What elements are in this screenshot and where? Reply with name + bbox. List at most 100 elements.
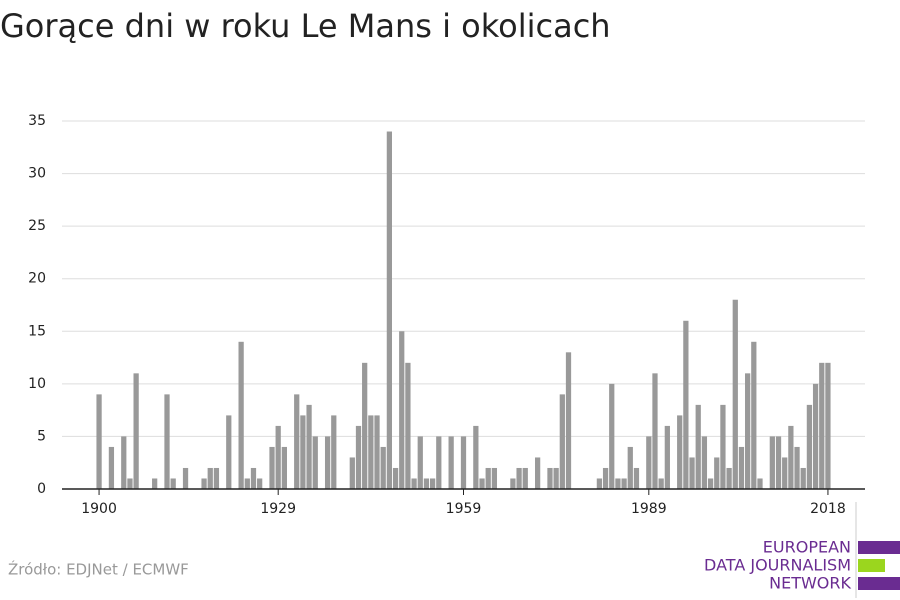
bar [152,478,158,489]
bar [133,373,139,489]
source: Źródło: EDJNet / ECMWF [8,560,189,579]
bar [627,446,633,489]
bar [300,415,306,489]
bar [819,362,825,489]
logo-bar [858,577,900,590]
bar [423,478,430,489]
logo-bar [858,541,900,554]
bar [491,467,498,489]
logo-text: NETWORK [769,574,851,593]
bar [510,478,516,489]
bar [485,467,491,489]
bar [745,373,751,489]
bar [621,478,627,489]
x-tick-label: 1900 [81,501,117,517]
bar [714,457,720,489]
bar [182,467,189,489]
bar [108,446,115,489]
bar [479,478,485,489]
bar [275,425,281,489]
bar [368,415,374,489]
bar [429,478,436,489]
bar [121,436,127,489]
bar [306,404,312,489]
y-tick-label: 15 [28,323,46,339]
bar [417,436,423,489]
bar [782,457,788,489]
bar [633,467,640,489]
bar [164,394,170,489]
bar [405,362,411,489]
bar [238,341,244,489]
logo-text: EUROPEAN [763,538,851,557]
bar [411,478,417,489]
bar [658,478,664,489]
bar [436,436,442,489]
bar [689,457,695,489]
logo-text: DATA JOURNALISM [704,556,851,575]
bar [281,446,287,489]
bar [96,394,102,489]
bar [646,436,652,489]
bar [312,436,318,489]
bar [386,131,393,489]
bar [553,467,559,489]
bar [726,467,732,489]
bar [226,415,232,489]
bar [825,362,831,489]
bar [732,299,738,489]
bar [355,425,362,489]
bar [349,457,355,489]
bar [757,478,763,489]
y-tick-label: 0 [37,481,46,497]
bar [213,467,220,489]
bar [257,478,263,489]
bar [547,467,553,489]
bar [516,467,522,489]
bar [664,425,670,489]
bar [559,394,565,489]
bar [170,478,176,489]
bar [794,446,800,489]
bar [565,352,572,489]
bar [609,383,615,489]
bar [127,478,133,489]
y-tick-label: 20 [28,271,46,287]
bar [769,436,775,489]
bar [751,341,757,489]
x-tick-label: 1989 [631,501,667,517]
bar [806,404,813,489]
bar [812,383,819,489]
bar [294,394,300,489]
x-tick-label: 1959 [446,501,482,517]
bar [399,331,405,489]
bar [615,478,621,489]
bar [738,446,745,489]
bar [460,436,467,489]
bar [331,415,337,489]
y-tick-label: 30 [28,166,46,182]
x-tick-label: 2018 [810,501,846,517]
chart-title: Gorące dni w roku Le Mans i okolicach [0,7,611,45]
bar [683,320,689,489]
bar [207,467,213,489]
bar [534,457,541,489]
bar [244,478,250,489]
bar [707,478,714,489]
y-tick-label: 5 [37,428,46,444]
bar [775,436,782,489]
bar [374,415,380,489]
bar [677,415,683,489]
bar [602,467,609,489]
bar [720,404,726,489]
bar [701,436,708,489]
bar [380,446,386,489]
bar [800,467,806,489]
bar [324,436,331,489]
bar [269,446,275,489]
bar [250,467,257,489]
bar [522,467,528,489]
bar [652,373,658,489]
bar [448,436,454,489]
